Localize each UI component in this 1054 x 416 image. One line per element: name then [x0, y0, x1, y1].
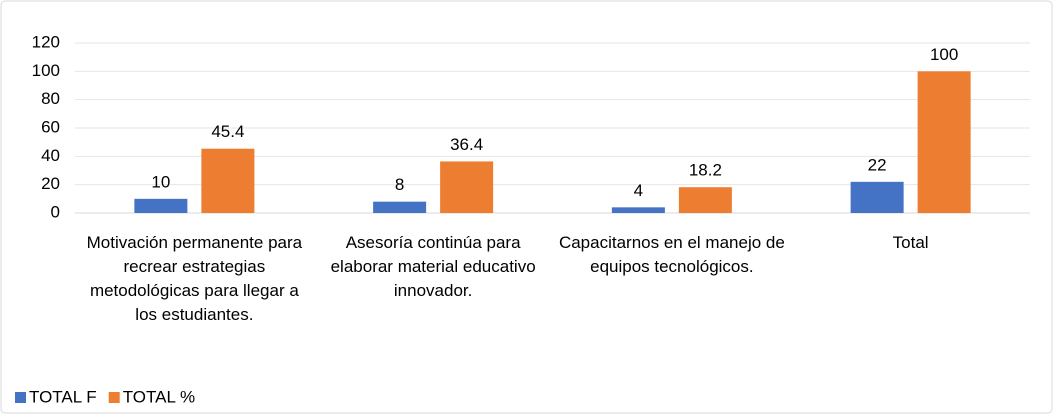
y-tick-label: 20 — [41, 174, 60, 193]
data-label: 18.2 — [689, 161, 722, 180]
bar — [678, 187, 732, 213]
x-tick-label: Motivación permanente para recrear estra… — [86, 233, 303, 324]
data-label: 8 — [395, 175, 404, 194]
legend-swatch — [15, 392, 26, 403]
y-tick-label: 100 — [32, 61, 60, 80]
data-label: 10 — [151, 172, 170, 191]
y-tick-label: 60 — [41, 117, 60, 136]
y-tick-label: 80 — [41, 89, 60, 108]
x-tick-label: Capacitarnos en el manejo de equipos tec… — [558, 233, 785, 276]
y-tick-label: 0 — [51, 202, 60, 221]
bar — [373, 201, 427, 213]
x-tick-label: Total — [892, 233, 929, 252]
legend-swatch — [108, 392, 120, 403]
data-label: 45.4 — [211, 122, 244, 141]
data-label: 36.4 — [450, 135, 483, 154]
legend-label: TOTAL % — [123, 387, 195, 406]
legend-label: TOTAL F — [29, 387, 97, 406]
bar — [850, 181, 904, 213]
bar — [440, 161, 494, 213]
y-tick-label: 120 — [32, 32, 60, 51]
data-label: 4 — [634, 181, 643, 200]
data-label: 100 — [930, 45, 958, 64]
x-tick-label: Asesoría continúa para elaborar material… — [330, 233, 536, 300]
y-tick-label: 40 — [41, 146, 60, 165]
bar — [917, 71, 971, 213]
data-label: 22 — [868, 155, 887, 174]
bar — [201, 148, 255, 213]
bar — [611, 207, 665, 213]
bar — [134, 198, 188, 213]
